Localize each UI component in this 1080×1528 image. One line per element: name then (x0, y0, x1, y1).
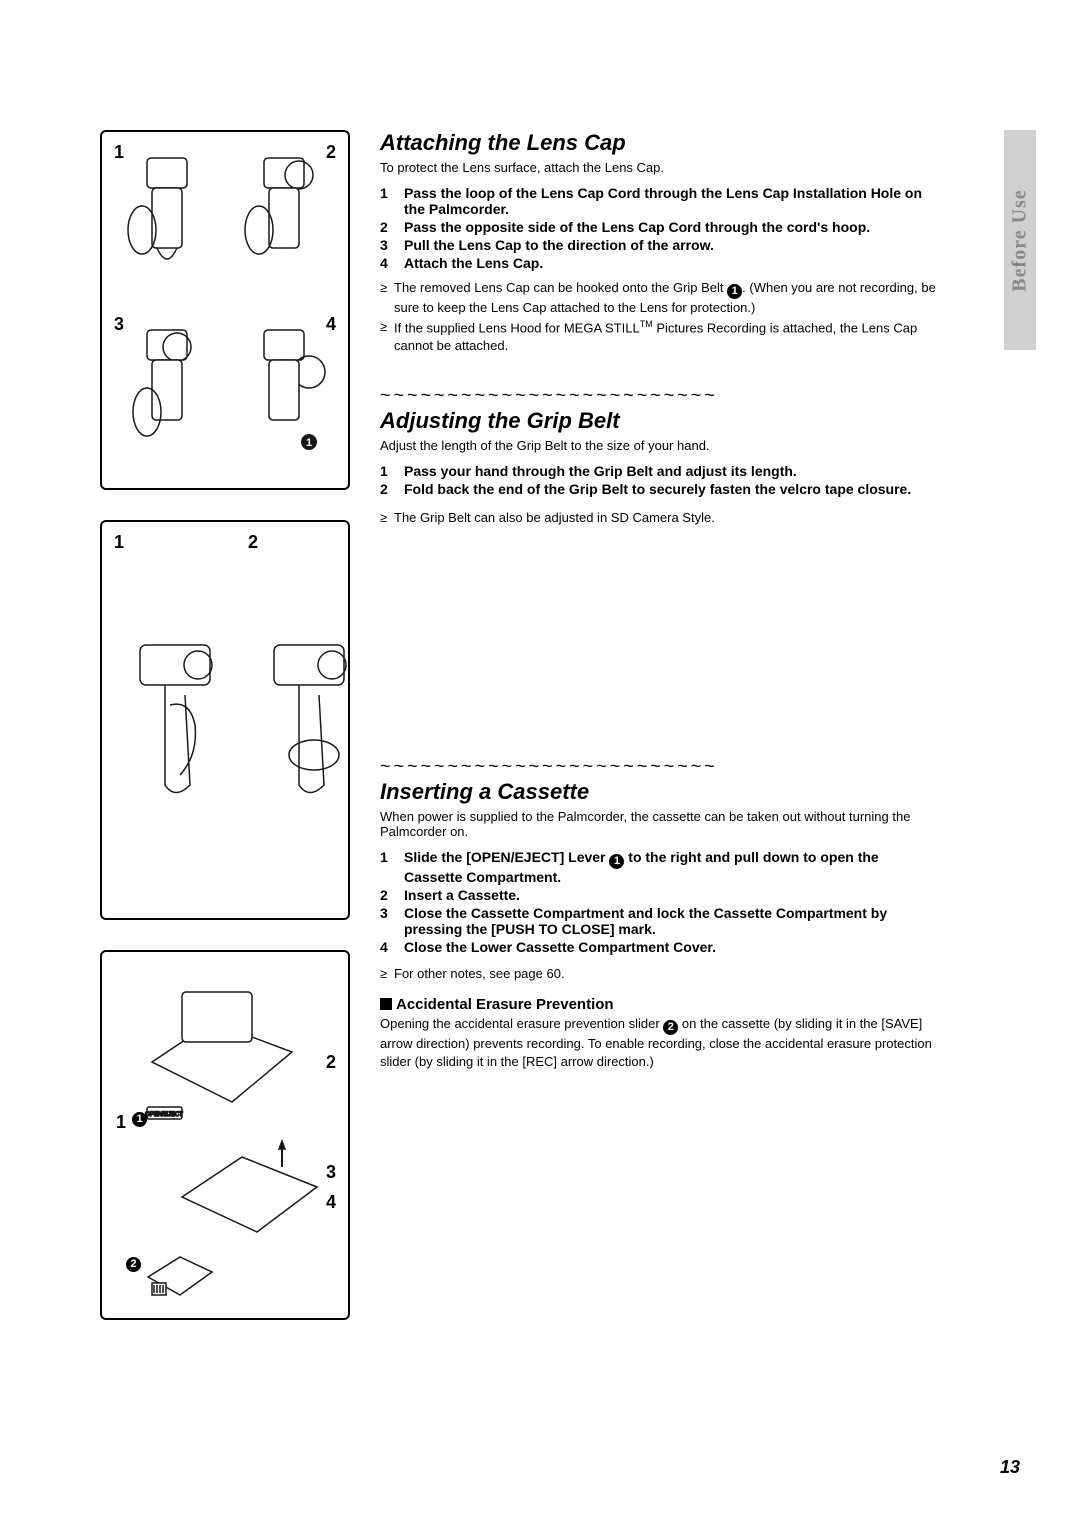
divider: ~~~~~~~~~~~~~~~~~~~~~~~~~ (380, 756, 940, 777)
step-item: 2Pass the opposite side of the Lens Cap … (380, 219, 940, 235)
circled-1-icon: 1 (727, 284, 742, 299)
bullet-item: For other notes, see page 60. (380, 965, 940, 983)
step-item: 4Attach the Lens Cap. (380, 255, 940, 271)
step-item: 2Fold back the end of the Grip Belt to s… (380, 481, 940, 497)
illustration-column: 1 2 3 4 1 (100, 130, 360, 1350)
step-item: 2Insert a Cassette. (380, 887, 940, 903)
illus-number: 2 (326, 1052, 336, 1073)
intro-text: To protect the Lens surface, attach the … (380, 160, 940, 175)
step-item: 3Pull the Lens Cap to the direction of t… (380, 237, 940, 253)
sub-heading: Accidental Erasure Prevention (380, 996, 940, 1013)
circled-1-icon: 1 (609, 854, 624, 869)
illus-cell: 2 (244, 530, 374, 910)
side-tab: Before Use (1004, 130, 1036, 350)
illus-cell: 1 (110, 530, 240, 910)
illustration-box-cassette: 1 2 3 4 1 2 OPEN/EJECT (100, 950, 350, 1320)
section-title: Inserting a Cassette (380, 779, 940, 805)
bullet-item: If the supplied Lens Hood for MEGA STILL… (380, 318, 940, 354)
illustration-box-grip-belt: 1 2 (100, 520, 350, 920)
illus-cell: 4 1 (227, 312, 340, 472)
camcorder-sketch-icon (110, 140, 223, 300)
camcorder-close-icon (162, 1137, 332, 1247)
bullet-list: For other notes, see page 60. (380, 965, 940, 983)
step-item: 1Pass your hand through the Grip Belt an… (380, 463, 940, 479)
illustration-box-lens-cap: 1 2 3 4 1 (100, 130, 350, 490)
camcorder-sketch-icon (227, 140, 340, 300)
camcorder-open-icon: OPEN/EJECT (122, 962, 322, 1142)
circled-2-icon: 2 (663, 1020, 678, 1035)
bullet-list: The removed Lens Cap can be hooked onto … (380, 279, 940, 355)
circled-2-icon: 2 (126, 1252, 141, 1272)
camcorder-grip-icon (244, 530, 374, 910)
cassette-icon (140, 1247, 220, 1302)
section-title: Attaching the Lens Cap (380, 130, 940, 156)
step-item: 3Close the Cassette Compartment and lock… (380, 905, 940, 937)
camcorder-sketch-icon: 1 (227, 312, 340, 472)
intro-text: When power is supplied to the Palmcorder… (380, 809, 940, 839)
bullet-item: The removed Lens Cap can be hooked onto … (380, 279, 940, 316)
camcorder-grip-icon (110, 530, 240, 910)
intro-text: Adjust the length of the Grip Belt to th… (380, 438, 940, 453)
step-item: 4Close the Lower Cassette Compartment Co… (380, 939, 940, 955)
page-content: 1 2 3 4 1 (100, 130, 1020, 1350)
page-number: 13 (1000, 1457, 1020, 1478)
step-list: 1Slide the [OPEN/EJECT] Lever 1 to the r… (380, 849, 940, 955)
step-item: 1Pass the loop of the Lens Cap Cord thro… (380, 185, 940, 217)
divider: ~~~~~~~~~~~~~~~~~~~~~~~~~ (380, 385, 940, 406)
illus-cell: 1 (110, 140, 223, 300)
illus-cell: 3 (110, 312, 223, 472)
illus-cell: 2 (227, 140, 340, 300)
step-list: 1Pass the loop of the Lens Cap Cord thro… (380, 185, 940, 271)
svg-text:OPEN/EJECT: OPEN/EJECT (145, 1112, 183, 1118)
step-list: 1Pass your hand through the Grip Belt an… (380, 463, 940, 497)
sub-text: Opening the accidental erasure preventio… (380, 1015, 940, 1070)
text-column: Attaching the Lens Cap To protect the Le… (380, 130, 1020, 1350)
bullet-list: The Grip Belt can also be adjusted in SD… (380, 509, 940, 527)
svg-text:1: 1 (305, 437, 311, 449)
camcorder-sketch-icon (110, 312, 223, 472)
side-tab-label: Before Use (1009, 189, 1032, 291)
bullet-item: The Grip Belt can also be adjusted in SD… (380, 509, 940, 527)
section-title: Adjusting the Grip Belt (380, 408, 940, 434)
step-item: 1Slide the [OPEN/EJECT] Lever 1 to the r… (380, 849, 940, 885)
